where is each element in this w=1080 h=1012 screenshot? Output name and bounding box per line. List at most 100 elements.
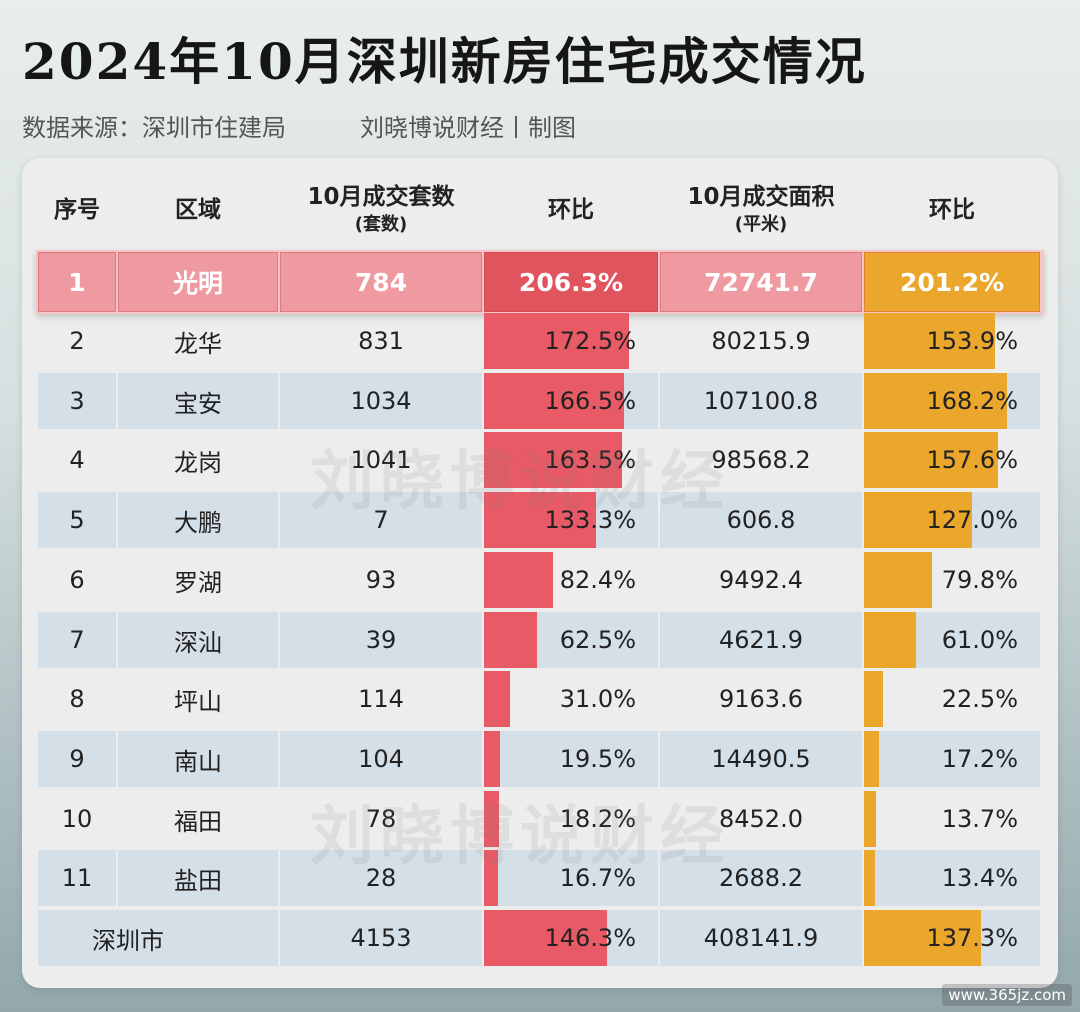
column-header-label: 区域	[175, 197, 221, 223]
area-mom-bar	[864, 731, 879, 787]
cell-district: 光明	[118, 252, 278, 312]
units-mom-bar	[484, 313, 630, 369]
units-mom-bar	[484, 552, 554, 608]
cell-area: 9492.4	[719, 566, 803, 594]
cell-area: 606.8	[660, 492, 862, 548]
cell-district: 深汕	[118, 612, 278, 668]
site-watermark: www.365jz.com	[942, 984, 1072, 1006]
cell-rank: 2	[69, 327, 85, 355]
cell-rank: 9	[38, 731, 116, 787]
cell-area_mom: 201.2%	[864, 252, 1040, 312]
column-header: 环比	[864, 170, 1040, 250]
area-mom-label: 13.7%	[941, 805, 1018, 833]
column-header-label: 环比	[929, 197, 975, 223]
area-mom-bar	[864, 791, 876, 847]
column-header-label: 10月成交面积	[687, 184, 835, 210]
cell-area: 107100.8	[660, 373, 862, 429]
units-mom-bar	[484, 612, 537, 668]
area-mom-bar	[864, 552, 933, 608]
cell-rank: 11	[38, 850, 116, 906]
area-mom-label: 168.2%	[926, 387, 1018, 415]
area-mom-label: 22.5%	[941, 685, 1018, 713]
total-units-mom-bar	[484, 910, 608, 966]
area-mom-bar	[864, 373, 1008, 429]
cell-rank: 8	[69, 685, 85, 713]
area-mom-bar	[864, 671, 884, 727]
units-mom-cell	[484, 850, 658, 906]
cell-units: 78	[365, 805, 397, 833]
cell-area: 14490.5	[660, 731, 862, 787]
total-units-mom-label: 146.3%	[544, 924, 636, 952]
units-mom-bar	[484, 492, 597, 548]
units-mom-label: 163.5%	[544, 446, 636, 474]
cell-rank: 5	[38, 492, 116, 548]
cell-area: 72741.7	[660, 252, 862, 312]
units-mom-bar	[484, 791, 500, 847]
units-mom-cell	[484, 731, 658, 787]
total-area-mom-bar	[864, 910, 982, 966]
cell-rank: 10	[61, 805, 93, 833]
cell-rank: 1	[38, 252, 116, 312]
area-mom-cell	[864, 850, 1040, 906]
column-header-label: 10月成交套数	[307, 184, 455, 210]
cell-area: 8452.0	[719, 805, 803, 833]
cell-units: 93	[365, 566, 397, 594]
cell-rank: 6	[69, 566, 85, 594]
area-mom-label: 17.2%	[941, 745, 1018, 773]
units-mom-label: 62.5%	[559, 626, 636, 654]
units-mom-label: 16.7%	[559, 864, 636, 892]
column-header-label: 序号	[54, 197, 100, 223]
cell-district: 盐田	[118, 850, 278, 906]
cell-area: 4621.9	[660, 612, 862, 668]
cell-units: 1034	[280, 373, 482, 429]
units-mom-label: 31.0%	[559, 685, 636, 713]
cell-rank: 3	[38, 373, 116, 429]
cell-district: 罗湖	[174, 568, 222, 597]
column-header-unit: (套数)	[354, 214, 408, 235]
cell-district: 福田	[174, 807, 222, 836]
area-mom-cell	[864, 731, 1040, 787]
source-note: 数据来源：深圳市住建局	[22, 114, 286, 142]
cell-units: 104	[280, 731, 482, 787]
cell-units: 28	[280, 850, 482, 906]
area-mom-bar	[864, 492, 973, 548]
cell-total-units: 4153	[280, 910, 482, 966]
cell-district: 宝安	[118, 373, 278, 429]
area-mom-bar	[864, 612, 917, 668]
column-header: 序号	[38, 170, 116, 250]
cell-units_mom: 206.3%	[484, 252, 658, 312]
area-mom-bar	[864, 432, 999, 488]
cell-total-label: 深圳市	[38, 910, 278, 966]
area-mom-bar	[864, 850, 876, 906]
area-mom-label: 79.8%	[941, 566, 1018, 594]
area-mom-label: 153.9%	[926, 327, 1018, 355]
cell-district: 坪山	[174, 687, 222, 716]
column-header: 区域	[118, 170, 278, 250]
cell-district: 龙岗	[174, 448, 222, 477]
cell-units: 114	[358, 685, 404, 713]
area-mom-bar	[864, 313, 996, 369]
cell-units: 1041	[350, 446, 412, 474]
area-mom-label: 13.4%	[941, 864, 1018, 892]
units-mom-label: 172.5%	[544, 327, 636, 355]
units-mom-label: 133.3%	[544, 506, 636, 534]
cell-total-area: 408141.9	[660, 910, 862, 966]
units-mom-label: 18.2%	[559, 805, 636, 833]
column-header-unit: (平米)	[734, 214, 788, 235]
units-mom-label: 19.5%	[559, 745, 636, 773]
column-header: 10月成交套数 (套数)	[280, 170, 482, 250]
units-mom-bar	[484, 731, 501, 787]
units-mom-bar	[484, 850, 499, 906]
cell-area: 80215.9	[711, 327, 811, 355]
cell-units: 7	[280, 492, 482, 548]
area-mom-label: 157.6%	[926, 446, 1018, 474]
column-header: 10月成交面积 (平米)	[660, 170, 862, 250]
units-mom-bar	[484, 432, 622, 488]
area-mom-label: 61.0%	[941, 626, 1018, 654]
cell-units: 784	[280, 252, 482, 312]
cell-rank: 4	[69, 446, 85, 474]
cell-rank: 7	[38, 612, 116, 668]
chart-title: 2024年10月深圳新房住宅成交情况	[22, 32, 867, 91]
units-mom-bar	[484, 373, 625, 429]
author-note: 刘晓博说财经丨制图	[360, 114, 576, 142]
